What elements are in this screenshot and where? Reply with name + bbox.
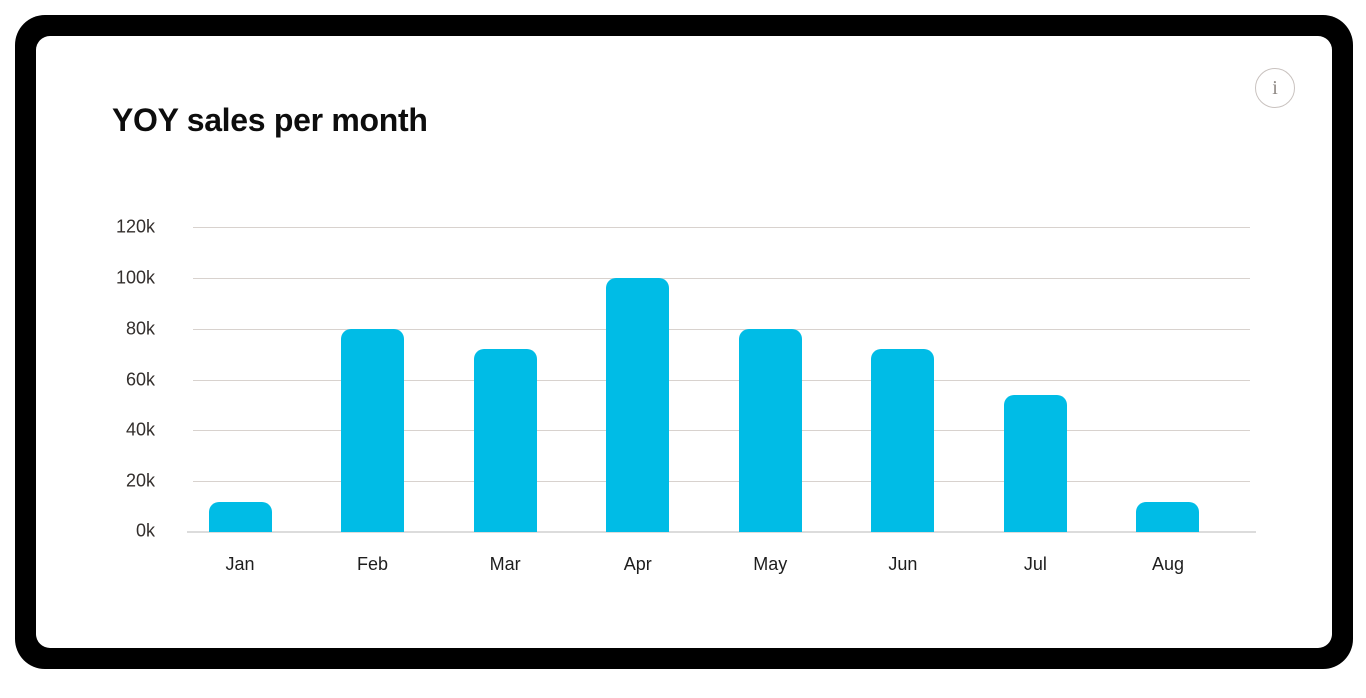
x-axis-tick-jun: Jun bbox=[888, 554, 918, 574]
x-axis-tick-mar: Mar bbox=[489, 554, 521, 574]
bar-feb[interactable] bbox=[341, 328, 405, 532]
gridline-40k bbox=[193, 430, 1250, 432]
x-axis-line bbox=[187, 531, 1256, 533]
x-axis-tick-jul: Jul bbox=[1023, 554, 1047, 574]
bar-jan[interactable] bbox=[208, 501, 272, 532]
y-axis-tick-60k: 60k bbox=[125, 369, 155, 389]
bar-apr[interactable] bbox=[606, 277, 670, 532]
bar-chart-plot: 0k 20k 40k 60k 80k 100k 120k Jan Feb Mar Apr May Jun… bbox=[116, 217, 1256, 574]
gridline-120k bbox=[193, 227, 1250, 228]
bar-may[interactable] bbox=[738, 328, 802, 532]
gridline-20k bbox=[193, 481, 1250, 483]
bar-jul[interactable] bbox=[1003, 394, 1067, 532]
x-axis-tick-feb: Feb bbox=[357, 554, 389, 574]
x-axis-tick-aug: Aug bbox=[1151, 554, 1184, 574]
gridline-100k bbox=[193, 277, 1250, 279]
y-axis-tick-80k: 80k bbox=[125, 318, 155, 339]
y-axis-tick-20k: 20k bbox=[125, 470, 155, 491]
y-axis-tick-100k: 100k bbox=[115, 267, 155, 288]
gridline-80k bbox=[193, 328, 1250, 330]
gridline-60k bbox=[193, 379, 1250, 381]
info-button[interactable]: i bbox=[1255, 68, 1295, 108]
device-frame: YOY sales per month i 0k 20k 40k 60k 80k 100k… bbox=[15, 15, 1353, 669]
y-axis-tick-40k: 40k bbox=[125, 419, 155, 440]
x-axis-tick-may: May bbox=[753, 554, 788, 574]
bar-mar[interactable] bbox=[473, 349, 537, 532]
info-icon: i bbox=[1272, 77, 1278, 99]
chart-title: YOY sales per month bbox=[112, 102, 428, 138]
chart-card: YOY sales per month i 0k 20k 40k 60k 80k 100k… bbox=[36, 36, 1332, 648]
y-axis-tick-0k: 0k bbox=[135, 520, 155, 541]
x-axis-tick-apr: Apr bbox=[623, 554, 652, 574]
y-axis-tick-120k: 120k bbox=[115, 216, 155, 237]
bar-jun[interactable] bbox=[871, 349, 935, 532]
x-axis-tick-jan: Jan bbox=[225, 554, 255, 574]
bar-aug[interactable] bbox=[1136, 501, 1200, 532]
